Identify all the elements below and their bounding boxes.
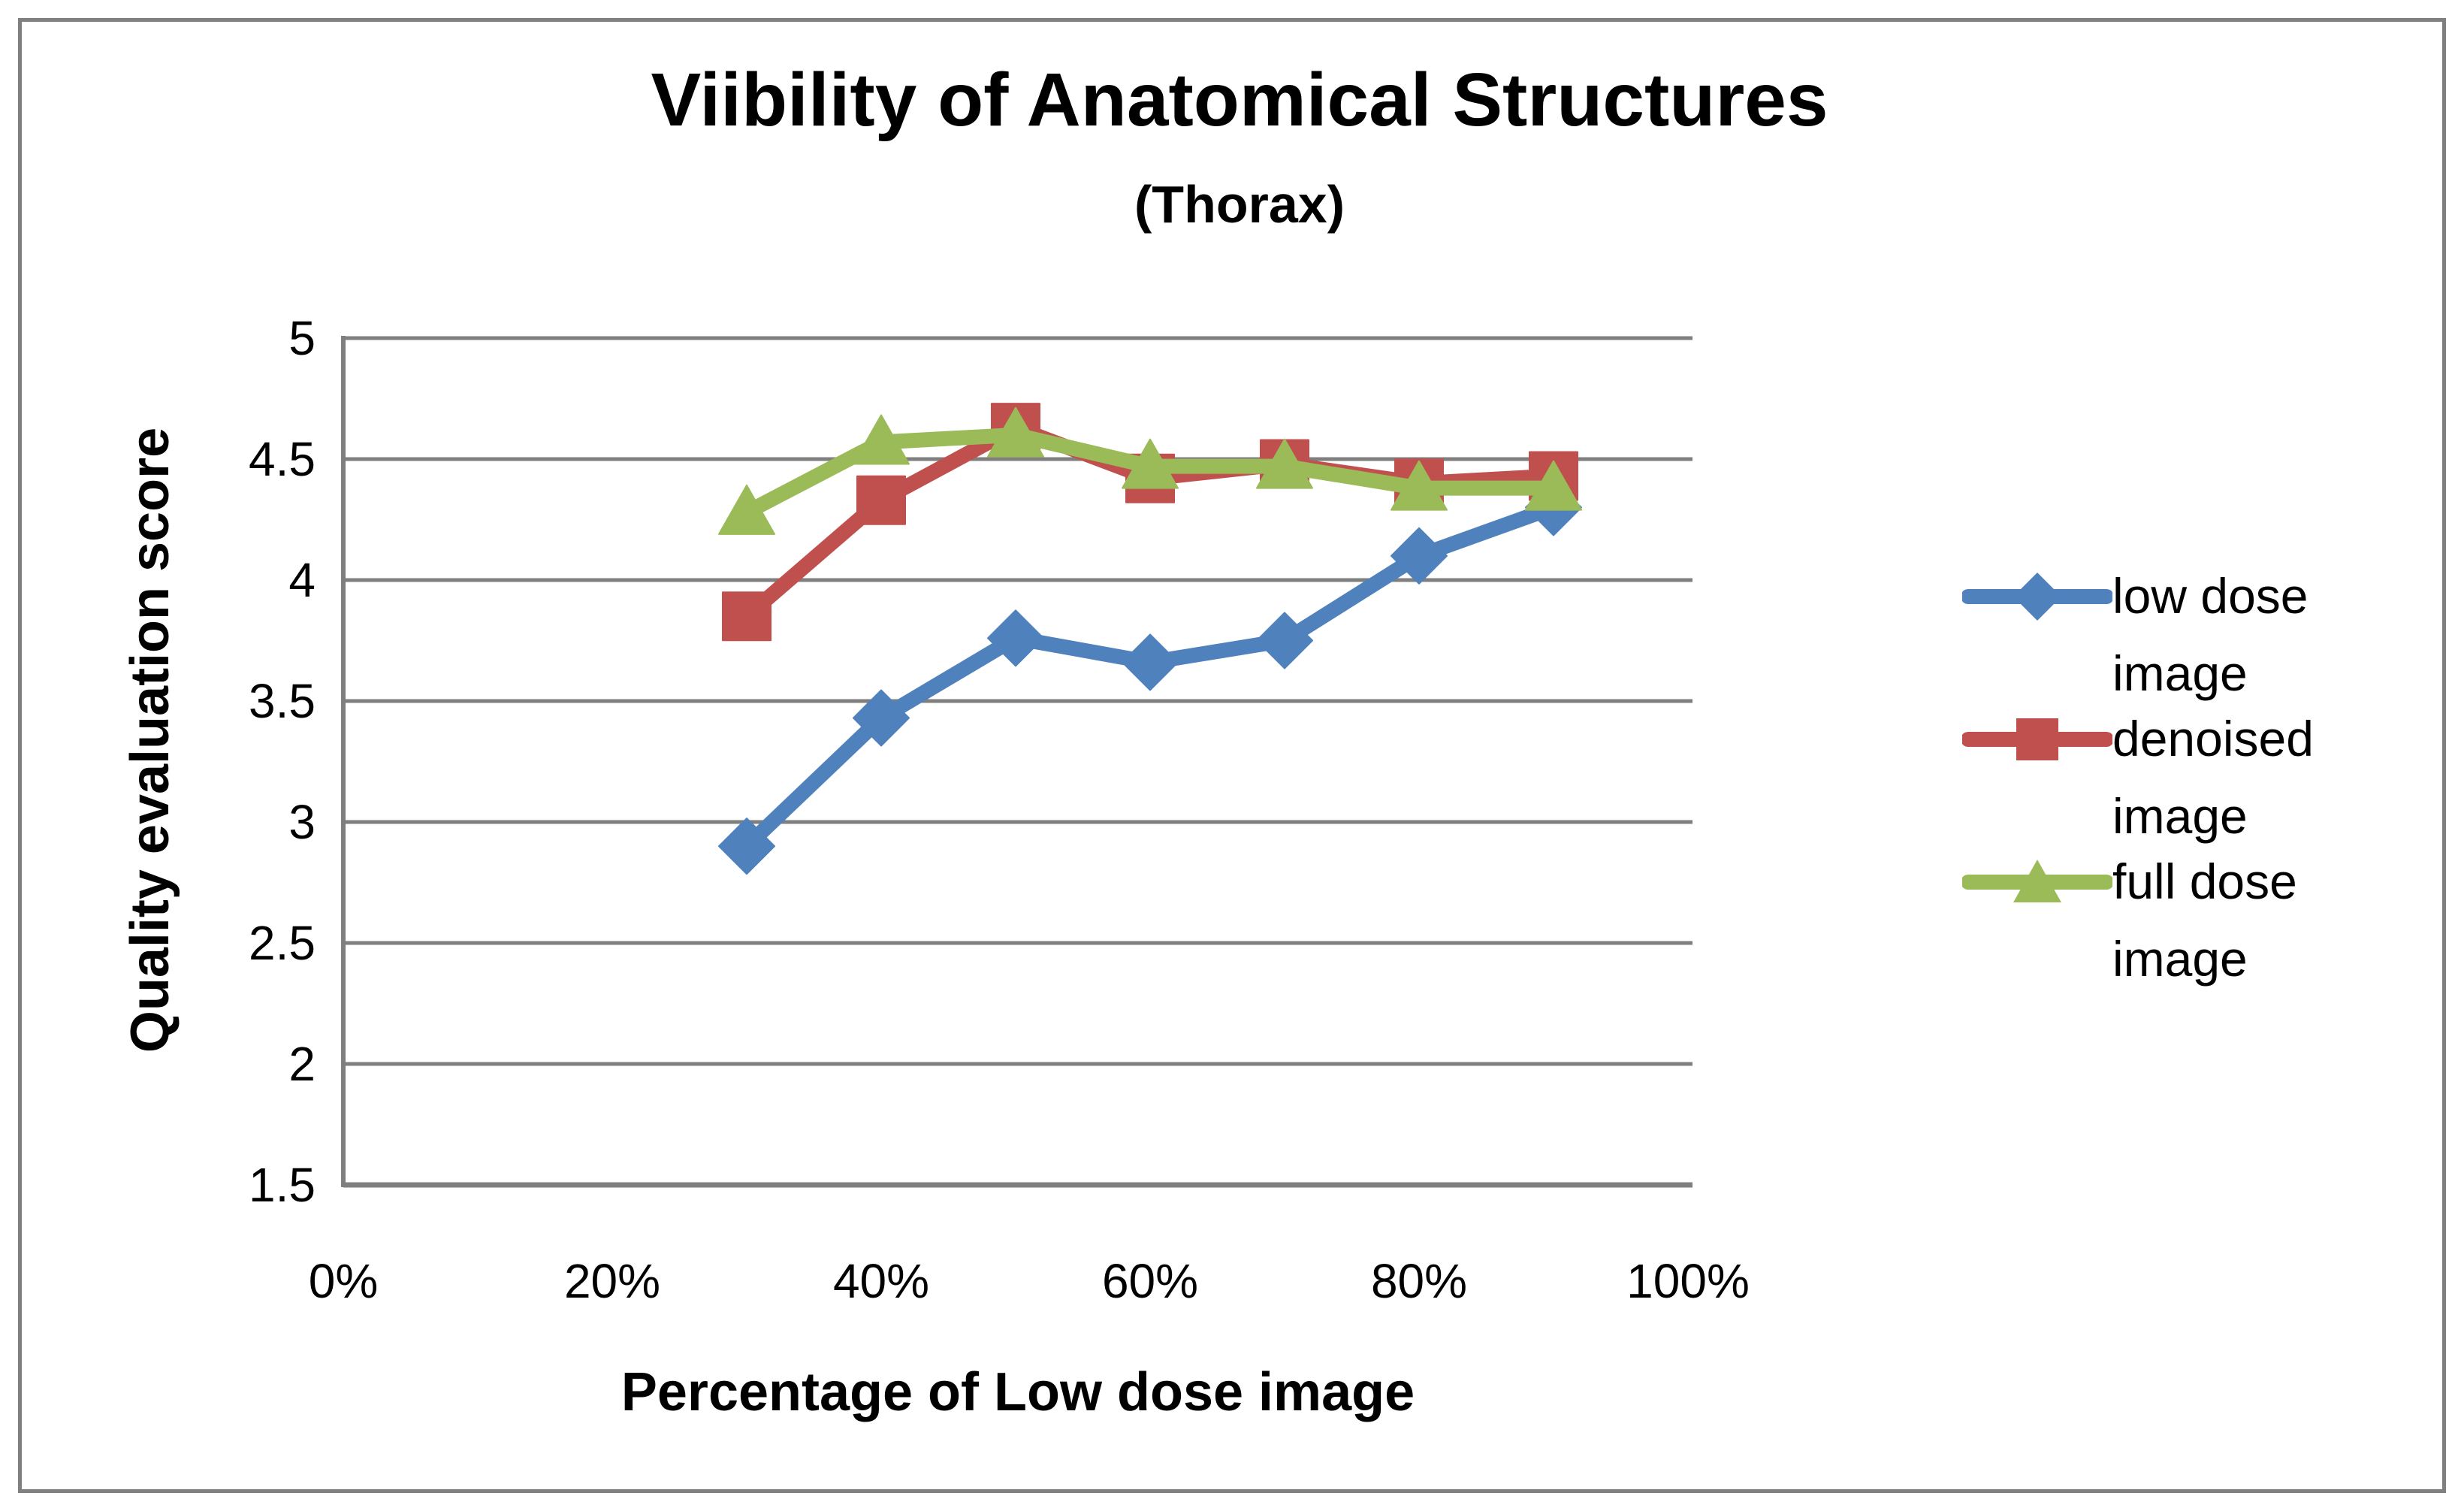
diamond-marker-icon <box>1962 573 2112 621</box>
y-tick-label: 3.5 <box>249 674 316 728</box>
y-tick-label: 1.5 <box>249 1158 316 1212</box>
legend-label-full-dose-image: full dose image <box>2112 854 2297 987</box>
y-tick-label: 4 <box>288 553 316 607</box>
y-tick-label: 3 <box>288 795 316 849</box>
series-marker-full-dose-image <box>853 414 910 465</box>
x-tick-label: 20% <box>563 1254 661 1308</box>
x-tick-label: 100% <box>1626 1254 1750 1308</box>
y-tick-label: 5 <box>288 311 316 365</box>
legend: low dose image denoised image full dose im… <box>1962 558 2443 998</box>
y-tick-label: 2 <box>288 1037 316 1091</box>
chart-subtitle: (Thorax) <box>1134 175 1345 234</box>
x-tick-label: 40% <box>832 1254 930 1308</box>
series-marker-full-dose-image <box>987 406 1044 458</box>
series-marker-denoised-image <box>856 475 906 525</box>
x-tick-label: 80% <box>1370 1254 1468 1308</box>
series-marker-low-dose-image <box>987 609 1044 667</box>
series-marker-low-dose-image <box>718 817 775 875</box>
series-marker-denoised-image <box>722 591 772 642</box>
x-tick-label: 60% <box>1101 1254 1199 1308</box>
legend-item-full-dose-image: full dose image <box>1962 843 2443 998</box>
y-axis-title: Quality evaluation score <box>120 427 180 1053</box>
series-marker-full-dose-image <box>1122 438 1179 489</box>
y-tick-label: 4.5 <box>249 432 316 486</box>
series-marker-low-dose-image <box>1391 527 1448 585</box>
legend-item-denoised-image: denoised image <box>1962 700 2443 855</box>
triangle-marker-icon <box>1962 860 2112 902</box>
x-tick-label: 0% <box>308 1254 379 1308</box>
legend-label-low-dose-image: low dose image <box>2112 568 2308 701</box>
legend-item-low-dose-image: low dose image <box>1962 558 2443 712</box>
series-marker-full-dose-image <box>1525 460 1582 511</box>
chart-title: Viibility of Anatomical Structures <box>651 58 1828 142</box>
series-marker-low-dose-image <box>1122 633 1179 691</box>
series-marker-low-dose-image <box>1256 612 1313 669</box>
square-marker-icon <box>1962 718 2112 760</box>
series-marker-full-dose-image <box>1256 438 1313 489</box>
series-marker-low-dose-image <box>853 689 910 747</box>
series-marker-full-dose-image <box>718 484 775 535</box>
series-marker-full-dose-image <box>1391 460 1448 511</box>
x-axis-title: Percentage of Low dose image <box>621 1362 1415 1422</box>
y-tick-label: 2.5 <box>249 916 316 970</box>
legend-label-denoised-image: denoised image <box>2112 711 2314 844</box>
